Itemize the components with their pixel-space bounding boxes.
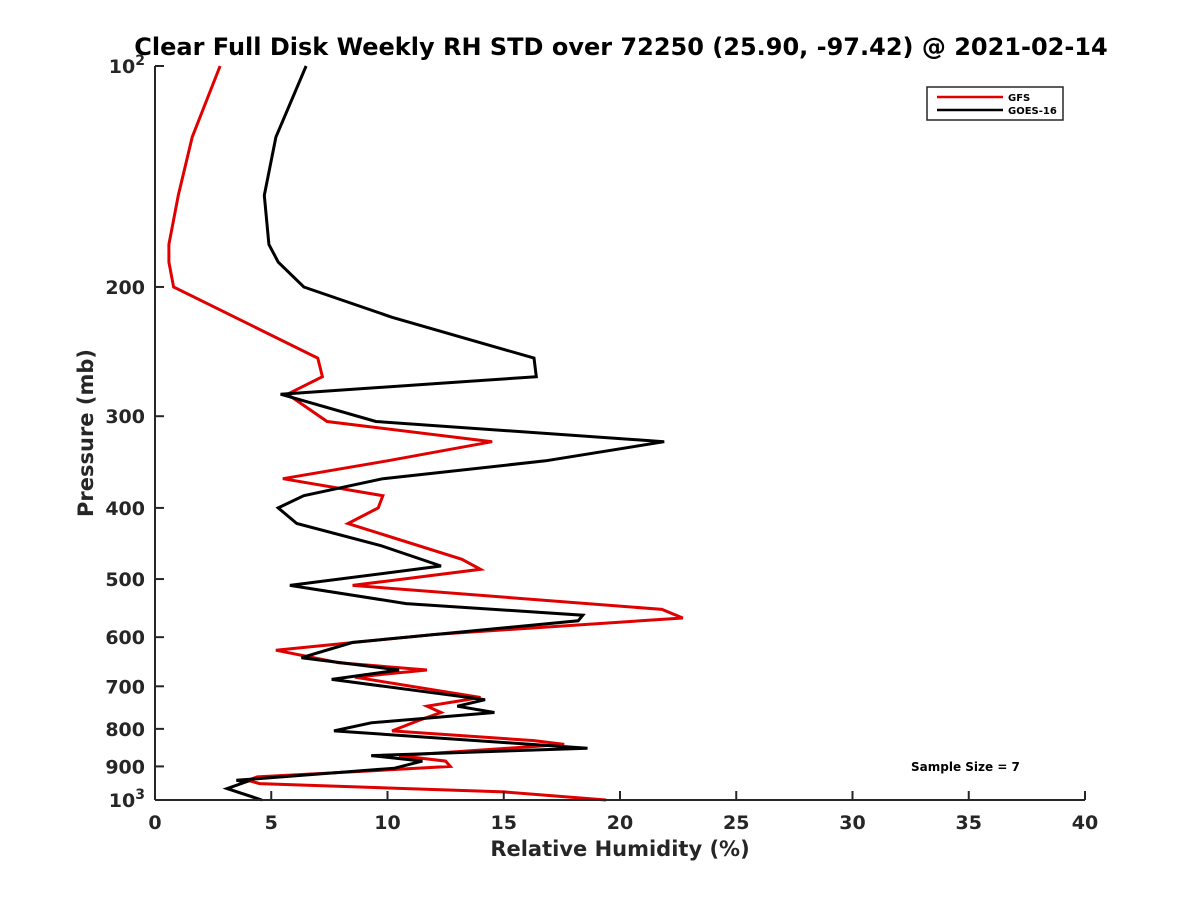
y-tick-label: 800 — [105, 719, 145, 741]
y-tick-label: 102 — [109, 53, 145, 78]
x-tick-label: 15 — [491, 812, 517, 834]
y-tick-label: 900 — [105, 756, 145, 778]
y-tick-label: 600 — [105, 627, 145, 649]
y-axis-label: Pressure (mb) — [74, 349, 98, 517]
y-tick-label: 700 — [105, 676, 145, 698]
legend-label-goes16: GOES-16 — [1008, 106, 1057, 117]
x-tick-label: 35 — [956, 812, 982, 834]
y-tick-label: 300 — [105, 406, 145, 428]
series-line-goes16 — [222, 65, 665, 802]
x-tick-label: 5 — [265, 812, 278, 834]
x-tick-label: 30 — [839, 812, 865, 834]
series-line-gfs — [167, 65, 684, 802]
x-tick-label: 40 — [1072, 812, 1098, 834]
y-ticks: 102 200 300 400 500 600 700 800 900 103 — [105, 53, 164, 812]
plot-lines — [167, 65, 684, 802]
y-tick-label: 500 — [105, 569, 145, 591]
y-tick-label: 200 — [105, 277, 145, 299]
x-axis-label: Relative Humidity (%) — [490, 837, 749, 861]
x-ticks: 0 5 10 15 20 25 30 35 40 — [148, 791, 1098, 834]
x-tick-label: 20 — [607, 812, 633, 834]
y-tick-label: 103 — [109, 787, 145, 812]
x-tick-label: 10 — [374, 812, 400, 834]
x-tick-label: 0 — [148, 812, 161, 834]
chart-title: Clear Full Disk Weekly RH STD over 72250… — [134, 33, 1107, 61]
legend: GFS GOES-16 — [926, 86, 1064, 121]
sample-size-annotation: Sample Size = 7 — [911, 760, 1020, 774]
y-tick-label: 400 — [105, 498, 145, 520]
x-tick-label: 25 — [723, 812, 749, 834]
legend-box — [926, 86, 1064, 121]
legend-label-gfs: GFS — [1008, 93, 1030, 104]
